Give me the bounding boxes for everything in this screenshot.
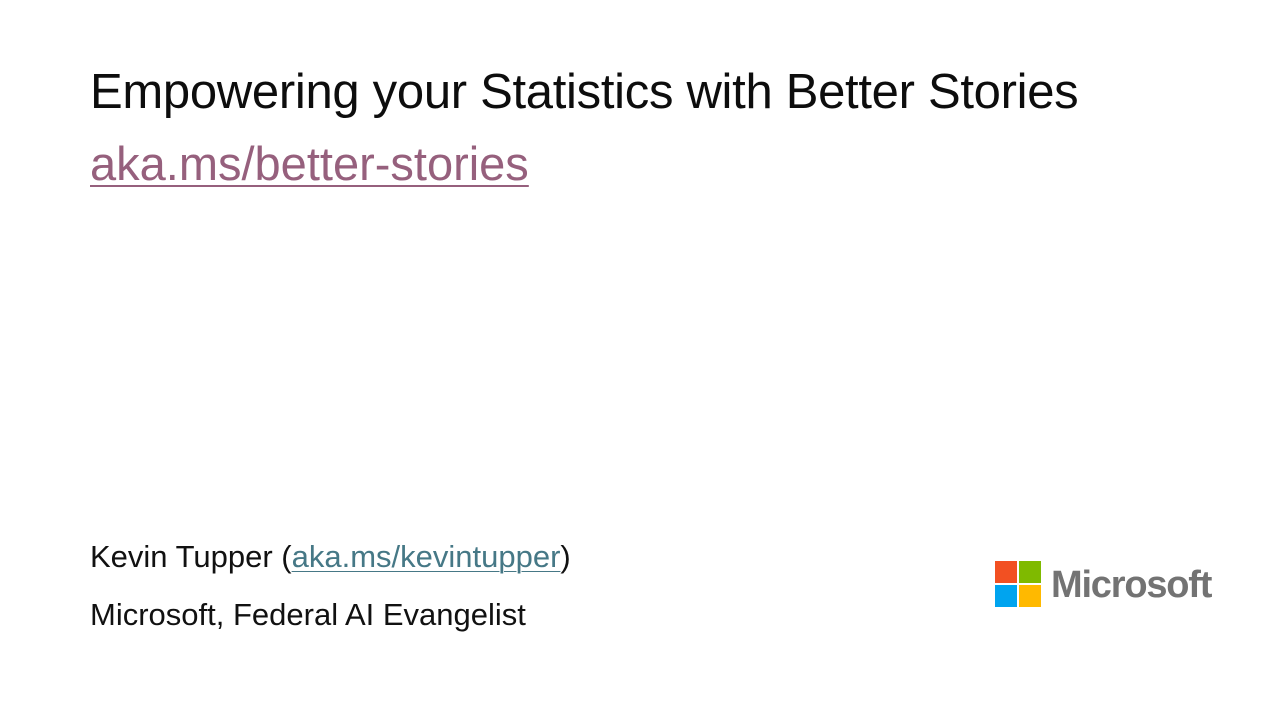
microsoft-logo: Microsoft	[995, 561, 1215, 609]
presenter-name-suffix: )	[560, 539, 571, 574]
slide-title: Empowering your Statistics with Better S…	[90, 65, 1079, 119]
logo-square-red	[995, 561, 1017, 583]
logo-square-green	[1019, 561, 1041, 583]
presenter-name: Kevin Tupper (	[90, 539, 292, 574]
presenter-line: Kevin Tupper (aka.ms/kevintupper)	[90, 537, 571, 577]
logo-square-yellow	[1019, 585, 1041, 607]
presenter-affiliation: Microsoft, Federal AI Evangelist	[90, 597, 526, 632]
better-stories-link[interactable]: aka.ms/better-stories	[90, 137, 529, 190]
microsoft-wordmark: Microsoft	[1051, 564, 1212, 606]
logo-square-blue	[995, 585, 1017, 607]
microsoft-squares-icon	[995, 561, 1042, 608]
presenter-profile-link[interactable]: aka.ms/kevintupper	[291, 539, 561, 574]
